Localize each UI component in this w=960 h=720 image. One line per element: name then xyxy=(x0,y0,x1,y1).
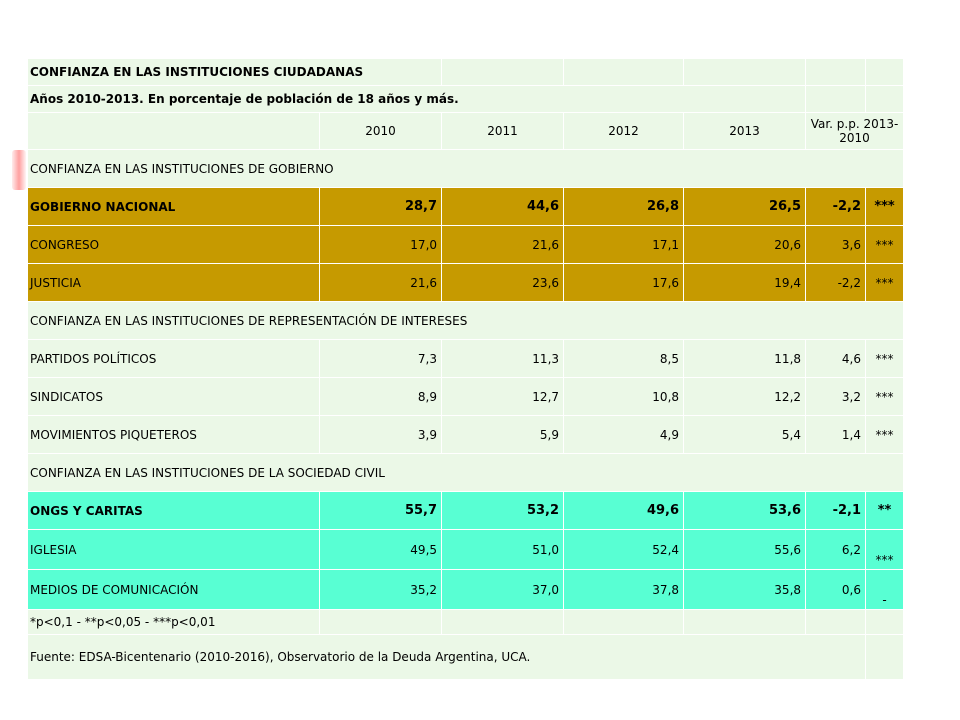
row-label: GOBIERNO NACIONAL xyxy=(27,187,320,226)
cell-value: 7,3 xyxy=(318,339,443,378)
cell-value: 3,9 xyxy=(318,415,443,454)
section-heading-gobierno: CONFIANZA EN LAS INSTITUCIONES DE GOBIER… xyxy=(26,149,905,188)
cell-value: 49,6 xyxy=(563,491,685,530)
cell-significance: *** xyxy=(865,339,905,378)
section-heading-sociedad-civil: CONFIANZA EN LAS INSTITUCIONES DE LA SOC… xyxy=(26,453,905,492)
cell-value: 21,6 xyxy=(318,263,443,302)
cell-significance: *** xyxy=(865,377,905,416)
cell-variation: -2,2 xyxy=(805,263,867,302)
cell-value: 55,7 xyxy=(318,491,443,530)
cell-value: 17,0 xyxy=(318,225,443,264)
row-label: MEDIOS DE COMUNICACIÓN xyxy=(27,569,320,610)
cell-value: 4,9 xyxy=(563,415,685,454)
cell-value: 10,8 xyxy=(563,377,685,416)
row-label: MOVIMIENTOS PIQUETEROS xyxy=(27,415,320,454)
header-2013: 2013 xyxy=(683,112,807,150)
row-label: PARTIDOS POLÍTICOS xyxy=(27,339,320,378)
cell-value: 11,8 xyxy=(683,339,807,378)
cell-value: 26,8 xyxy=(563,187,685,226)
header-2010: 2010 xyxy=(318,112,443,150)
cell-value: 11,3 xyxy=(441,339,565,378)
table-subtitle: Años 2010-2013. En porcentaje de poblaci… xyxy=(26,85,807,113)
row-label: ONGS Y CARITAS xyxy=(27,491,320,530)
cell-value: 53,6 xyxy=(683,491,807,530)
cell-value: 49,5 xyxy=(318,529,443,570)
confidence-table: CONFIANZA EN LAS INSTITUCIONES CIUDADANA… xyxy=(26,58,905,680)
cell-variation: 4,6 xyxy=(805,339,867,378)
cell-value: 28,7 xyxy=(318,187,443,226)
cell-variation: 3,6 xyxy=(805,225,867,264)
cell-value: 53,2 xyxy=(441,491,565,530)
cell-value: 44,6 xyxy=(441,187,565,226)
cell-variation: 1,4 xyxy=(805,415,867,454)
cell-variation: -2,1 xyxy=(805,491,867,530)
cell-value: 37,0 xyxy=(441,569,565,610)
decorative-accent xyxy=(12,150,26,190)
source-note: Fuente: EDSA-Bicentenario (2010-2016), O… xyxy=(26,634,867,680)
cell-value: 8,9 xyxy=(318,377,443,416)
cell-significance: *** xyxy=(865,225,905,264)
cell-value: 37,8 xyxy=(563,569,685,610)
cell-value: 19,4 xyxy=(683,263,807,302)
cell-value: 8,5 xyxy=(563,339,685,378)
footnote: *p<0,1 - **p<0,05 - ***p<0,01 xyxy=(27,609,320,635)
cell-value: 35,8 xyxy=(683,569,807,610)
cell-value: 5,4 xyxy=(683,415,807,454)
cell-variation: 3,2 xyxy=(805,377,867,416)
cell-significance: - xyxy=(865,569,905,610)
cell-value: 23,6 xyxy=(441,263,565,302)
cell-value: 17,6 xyxy=(563,263,685,302)
cell-value: 12,7 xyxy=(441,377,565,416)
cell-value: 52,4 xyxy=(563,529,685,570)
cell-variation: -2,2 xyxy=(805,187,867,226)
cell-variation: 6,2 xyxy=(805,529,867,570)
row-label: IGLESIA xyxy=(27,529,320,570)
cell-significance: *** xyxy=(865,187,905,226)
cell-value: 17,1 xyxy=(563,225,685,264)
header-variation: Var. p.p. 2013-2010 xyxy=(805,112,905,150)
header-2012: 2012 xyxy=(563,112,685,150)
cell-value: 20,6 xyxy=(683,225,807,264)
row-label: CONGRESO xyxy=(27,225,320,264)
section-heading-representacion: CONFIANZA EN LAS INSTITUCIONES DE REPRES… xyxy=(26,301,905,340)
header-2011: 2011 xyxy=(441,112,565,150)
cell-value: 55,6 xyxy=(683,529,807,570)
cell-value: 12,2 xyxy=(683,377,807,416)
cell-value: 26,5 xyxy=(683,187,807,226)
cell-significance: *** xyxy=(865,529,905,570)
row-label: JUSTICIA xyxy=(27,263,320,302)
cell-value: 35,2 xyxy=(318,569,443,610)
cell-variation: 0,6 xyxy=(805,569,867,610)
cell-significance: *** xyxy=(865,415,905,454)
cell-significance: ** xyxy=(865,491,905,530)
cell-value: 51,0 xyxy=(441,529,565,570)
table-title: CONFIANZA EN LAS INSTITUCIONES CIUDADANA… xyxy=(26,58,443,86)
cell-value: 5,9 xyxy=(441,415,565,454)
cell-significance: *** xyxy=(865,263,905,302)
cell-value: 21,6 xyxy=(441,225,565,264)
row-label: SINDICATOS xyxy=(27,377,320,416)
